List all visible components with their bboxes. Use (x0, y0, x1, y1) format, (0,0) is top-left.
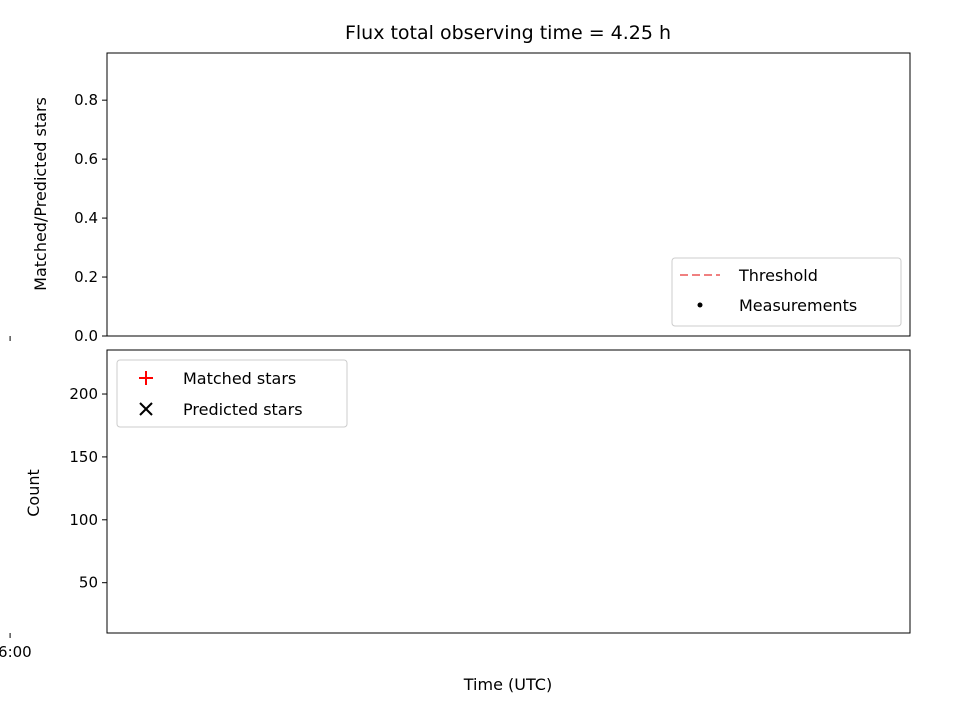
y-tick-label: 200 (69, 385, 98, 403)
ratio-legend: Threshold Measurements (671, 257, 902, 327)
y-tick-label: 100 (69, 511, 98, 529)
counts-plot-frame (106, 349, 911, 634)
matched-legend-label: Matched stars (183, 369, 296, 388)
x-tick-label: 06:00 (0, 643, 32, 661)
ratio-plot-frame (106, 52, 911, 337)
y-tick-label: 0.2 (74, 268, 98, 286)
threshold-legend-label: Threshold (738, 266, 818, 285)
measurements-legend-label: Measurements (739, 296, 857, 315)
predicted-legend-label: Predicted stars (183, 400, 303, 419)
matched-legend-swatch (139, 371, 153, 385)
counts-y-axis-label: Count (24, 469, 43, 517)
counts-legend-box (116, 359, 348, 428)
y-tick-label: 0.4 (74, 209, 98, 227)
counts-legend: Matched stars Predicted stars (116, 359, 348, 428)
ratio-y-axis-label: Matched/Predicted stars (31, 97, 50, 291)
counts-panel: 5010015020016:0018:0020:0022:0000:0002:0… (0, 349, 911, 694)
y-tick-label: 0.0 (74, 327, 98, 345)
y-tick-label: 0.6 (74, 150, 98, 168)
chart-title: Flux total observing time = 4.25 h (345, 22, 671, 44)
ratio-legend-box (671, 257, 902, 327)
y-tick-label: 150 (69, 448, 98, 466)
ratio-panel: 0.00.20.40.60.8 Matched/Predicted stars … (9, 52, 911, 345)
y-tick-label: 0.8 (74, 91, 98, 109)
predicted-legend-swatch (139, 402, 153, 416)
x-axis-label: Time (UTC) (463, 675, 552, 694)
y-tick-label: 50 (79, 574, 98, 592)
measurements-legend-swatch (697, 302, 703, 308)
